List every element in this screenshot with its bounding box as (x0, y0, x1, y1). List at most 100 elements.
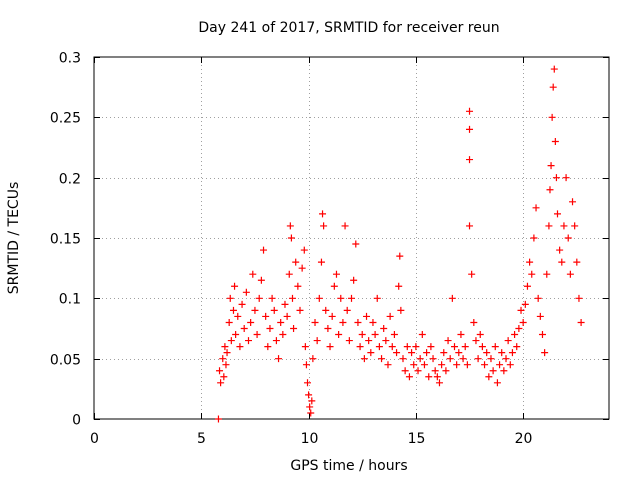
data-point (315, 294, 323, 302)
data-point (446, 355, 454, 363)
data-point (296, 306, 304, 314)
data-point (358, 331, 366, 339)
data-point (298, 264, 306, 272)
data-point (448, 294, 456, 302)
data-point (281, 300, 289, 308)
data-point (500, 367, 508, 375)
data-point (234, 312, 242, 320)
data-point (418, 331, 426, 339)
data-point (279, 331, 287, 339)
data-point (290, 325, 298, 332)
data-point (532, 204, 540, 212)
data-point (354, 318, 362, 326)
x-tick-label: 5 (197, 431, 206, 447)
data-point (275, 355, 283, 363)
y-tick-label: 0.25 (50, 111, 81, 127)
data-point (457, 331, 465, 339)
data-point (414, 367, 422, 375)
data-point (425, 373, 433, 381)
data-point (369, 318, 377, 326)
y-axis-label: SRMTID / TECUs (6, 182, 22, 295)
data-point (328, 312, 336, 320)
data-point (466, 222, 474, 230)
data-point (339, 318, 347, 326)
data-point (431, 367, 439, 375)
data-point (260, 246, 268, 254)
data-point (350, 276, 358, 284)
x-tick-label: 15 (408, 431, 426, 447)
data-point (221, 343, 229, 351)
data-point (301, 343, 309, 351)
data-point (217, 379, 225, 387)
data-point (519, 318, 527, 326)
data-point (435, 379, 443, 387)
data-point (551, 137, 559, 145)
data-point (549, 83, 557, 91)
y-tick-label: 0.3 (59, 51, 81, 67)
x-axis-label: GPS time / hours (290, 458, 407, 474)
data-point (466, 156, 474, 164)
data-point (311, 318, 319, 326)
data-point (577, 318, 585, 326)
data-point (556, 246, 564, 254)
data-point (453, 361, 461, 369)
data-point (341, 222, 349, 230)
data-point (319, 210, 327, 218)
data-point (461, 343, 469, 351)
data-point (575, 294, 583, 302)
data-point (308, 397, 316, 405)
data-point (348, 294, 355, 302)
data-point (227, 337, 235, 345)
data-point (337, 294, 345, 302)
data-point (286, 222, 294, 230)
data-point (566, 270, 574, 278)
data-point (489, 367, 497, 375)
data-point (305, 391, 313, 399)
data-point (444, 337, 452, 345)
data-point (384, 361, 392, 369)
data-point (322, 306, 330, 314)
data-point (255, 294, 263, 302)
y-tick-label: 0.1 (59, 292, 81, 308)
data-point (220, 373, 228, 381)
data-point (498, 349, 506, 357)
data-point (352, 240, 360, 248)
data-point (573, 258, 581, 266)
data-point (222, 361, 230, 369)
x-tick-label: 20 (515, 431, 533, 447)
data-point (245, 337, 252, 345)
x-axis-ticks: 0 5 10 15 20 (90, 57, 532, 447)
data-point (307, 409, 315, 417)
data-point (541, 349, 549, 357)
data-point (412, 343, 420, 351)
data-point (571, 222, 579, 230)
data-point (249, 270, 257, 278)
data-point (502, 355, 510, 363)
data-point (335, 331, 343, 339)
data-point (515, 325, 523, 332)
data-point (294, 282, 302, 290)
data-point (504, 337, 512, 345)
data-point (548, 113, 556, 121)
data-point (264, 343, 272, 351)
data-point (534, 294, 542, 302)
data-point (442, 367, 450, 375)
data-point (360, 355, 368, 363)
data-point (375, 343, 383, 351)
data-point (401, 367, 409, 375)
data-point (238, 300, 246, 308)
data-point (558, 258, 566, 266)
data-point (272, 337, 280, 345)
y-tick-label: 0 (72, 413, 81, 429)
data-point (306, 403, 314, 411)
y-tick-label: 0.05 (50, 353, 81, 369)
data-point (545, 222, 553, 230)
data-point (257, 276, 265, 284)
data-point (382, 337, 390, 345)
data-point (508, 349, 516, 357)
data-point (403, 343, 411, 351)
data-point (285, 270, 293, 278)
x-tick-label: 10 (301, 431, 319, 447)
data-point (429, 355, 437, 363)
data-point (332, 270, 340, 278)
